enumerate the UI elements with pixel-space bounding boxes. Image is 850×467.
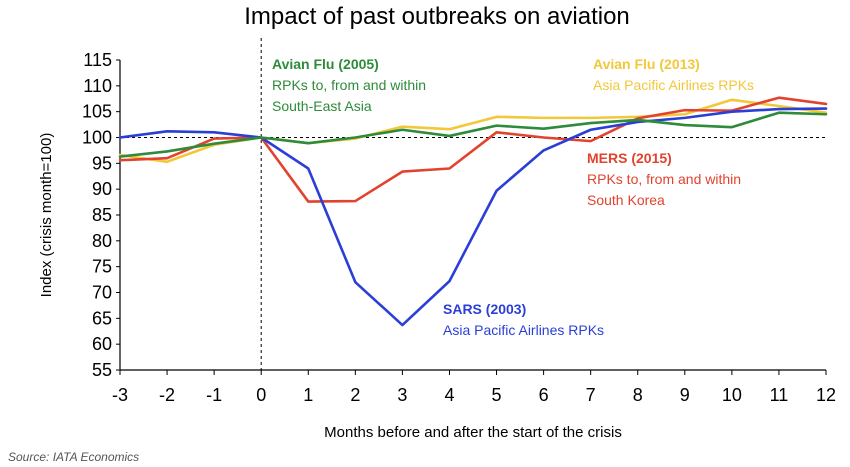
series-line-sars bbox=[118, 107, 828, 327]
x-tick-label: 2 bbox=[350, 385, 360, 405]
x-tick-label: 4 bbox=[444, 385, 454, 405]
annotation-mers-desc: RPKs to, from and within bbox=[587, 171, 741, 187]
x-tick-label: -1 bbox=[206, 385, 222, 405]
y-tick-label: 80 bbox=[92, 231, 112, 251]
x-tick-label: 1 bbox=[303, 385, 313, 405]
y-tick-label: 90 bbox=[92, 179, 112, 199]
x-tick-label: -3 bbox=[112, 385, 128, 405]
y-tick-label: 115 bbox=[83, 50, 112, 70]
x-tick-label: 6 bbox=[539, 385, 549, 405]
series-line-mers bbox=[118, 96, 828, 203]
y-tick-label: 65 bbox=[92, 308, 112, 328]
x-tick-label: 0 bbox=[256, 385, 266, 405]
y-axis-ticks: 55 60 65 70 75 80 85 90 95 100 105 110 115 bbox=[82, 50, 120, 380]
annotation-avian2013-title: Avian Flu (2013) bbox=[593, 56, 700, 72]
x-tick-label: 9 bbox=[680, 385, 690, 405]
x-tick-label: 5 bbox=[492, 385, 502, 405]
y-tick-label: 95 bbox=[92, 153, 112, 173]
x-tick-label: 3 bbox=[397, 385, 407, 405]
x-axis-ticks: -3 -2 -1 0 1 2 3 4 5 6 7 8 9 10 11 12 bbox=[112, 370, 836, 405]
annotation-mers-title: MERS (2015) bbox=[587, 150, 672, 166]
x-tick-label: 8 bbox=[633, 385, 643, 405]
annotation-avian2005-title: Avian Flu (2005) bbox=[272, 56, 379, 72]
y-tick-label: 105 bbox=[82, 102, 112, 122]
chart-title: Impact of past outbreaks on aviation bbox=[244, 3, 630, 30]
x-tick-label: -2 bbox=[159, 385, 175, 405]
x-tick-label: 10 bbox=[722, 385, 742, 405]
annotation-avian2005-desc: RPKs to, from and within bbox=[272, 77, 426, 93]
series-line-avian2005 bbox=[118, 111, 828, 158]
annotation-avian2013-desc: Asia Pacific Airlines RPKs bbox=[593, 77, 754, 93]
y-tick-label: 100 bbox=[82, 128, 112, 148]
annotation-sars-title: SARS (2003) bbox=[443, 301, 526, 317]
series-annotations: Avian Flu (2005) RPKs to, from and within… bbox=[272, 56, 754, 338]
series-lines bbox=[118, 96, 828, 327]
x-axis-title: Months before and after the start of the… bbox=[324, 424, 622, 441]
annotation-mers-desc: South Korea bbox=[587, 192, 665, 208]
y-tick-label: 55 bbox=[92, 360, 112, 380]
annotation-avian2005-desc: South-East Asia bbox=[272, 98, 372, 114]
y-tick-label: 60 bbox=[92, 334, 112, 354]
y-axis-title: Index (crisis month=100) bbox=[38, 133, 55, 298]
y-tick-label: 110 bbox=[83, 76, 112, 96]
annotation-sars-desc: Asia Pacific Airlines RPKs bbox=[443, 322, 604, 338]
y-tick-label: 75 bbox=[92, 257, 112, 277]
x-tick-label: 12 bbox=[816, 385, 836, 405]
x-tick-label: 11 bbox=[770, 385, 789, 405]
x-tick-label: 7 bbox=[586, 385, 596, 405]
y-tick-label: 70 bbox=[92, 283, 112, 303]
y-tick-label: 85 bbox=[92, 205, 112, 225]
source-note: Source: IATA Economics bbox=[8, 450, 139, 464]
